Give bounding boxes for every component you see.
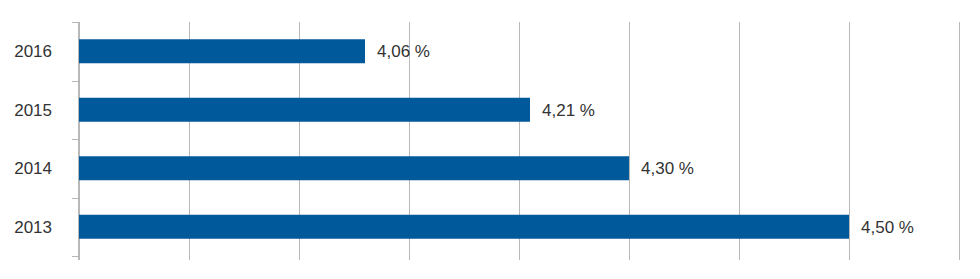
y-axis xyxy=(72,22,79,260)
axis-tick xyxy=(72,139,79,140)
bars xyxy=(79,39,849,239)
axis-tick xyxy=(72,256,79,257)
category-label: 2013 xyxy=(14,218,52,237)
axis-tick xyxy=(72,81,79,82)
data-label: 4,21 % xyxy=(542,101,595,120)
bar xyxy=(79,39,365,63)
grid-line xyxy=(849,22,850,260)
grid-line xyxy=(959,22,960,260)
bar xyxy=(79,156,629,180)
chart: 2016 2015 2014 2013 4,06 % 4,21 % 4,30 % 4,50 % xyxy=(0,0,980,279)
axis-line xyxy=(78,22,79,260)
bar xyxy=(79,215,849,239)
category-label: 2015 xyxy=(14,101,52,120)
axis-tick xyxy=(72,22,79,23)
bar xyxy=(79,98,530,122)
data-label: 4,06 % xyxy=(377,42,430,61)
axis-tick xyxy=(72,198,79,199)
category-label: 2014 xyxy=(14,159,52,178)
category-label: 2016 xyxy=(14,42,52,61)
data-label: 4,30 % xyxy=(641,159,694,178)
grid xyxy=(80,22,960,260)
data-label: 4,50 % xyxy=(861,218,914,237)
